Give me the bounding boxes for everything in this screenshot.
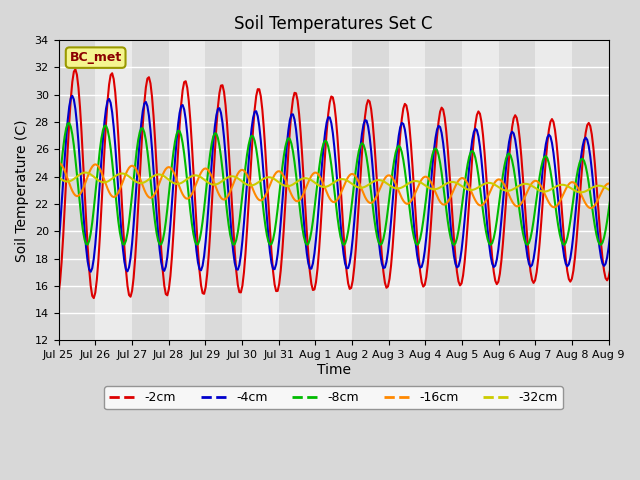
-4cm bbox=[476, 144, 484, 149]
-16cm bbox=[639, 184, 640, 190]
Line: -32cm: -32cm bbox=[58, 173, 640, 193]
-8cm bbox=[95, 160, 102, 166]
Bar bbox=[426, 40, 462, 340]
Line: -2cm: -2cm bbox=[58, 69, 640, 298]
Bar bbox=[132, 40, 168, 340]
Legend: -2cm, -4cm, -8cm, -16cm, -32cm: -2cm, -4cm, -8cm, -16cm, -32cm bbox=[104, 386, 563, 409]
-16cm bbox=[93, 162, 100, 168]
-16cm bbox=[561, 190, 568, 195]
-32cm bbox=[75, 172, 83, 178]
-32cm bbox=[54, 174, 62, 180]
-4cm bbox=[87, 269, 95, 275]
Bar bbox=[58, 40, 95, 340]
-32cm bbox=[358, 185, 366, 191]
-4cm bbox=[54, 242, 62, 248]
-8cm bbox=[358, 140, 366, 146]
Title: Soil Temperatures Set C: Soil Temperatures Set C bbox=[234, 15, 433, 33]
-4cm bbox=[68, 93, 76, 99]
Y-axis label: Soil Temperature (C): Soil Temperature (C) bbox=[15, 119, 29, 262]
-8cm bbox=[476, 184, 484, 190]
-2cm bbox=[90, 295, 98, 301]
-16cm bbox=[623, 206, 631, 212]
Line: -8cm: -8cm bbox=[58, 123, 640, 245]
-2cm bbox=[72, 66, 79, 72]
-16cm bbox=[356, 183, 364, 189]
-2cm bbox=[360, 131, 367, 136]
-2cm bbox=[476, 111, 484, 117]
Bar bbox=[278, 40, 316, 340]
-2cm bbox=[563, 268, 571, 274]
-32cm bbox=[614, 190, 621, 196]
X-axis label: Time: Time bbox=[317, 363, 351, 377]
Line: -16cm: -16cm bbox=[58, 163, 640, 209]
-2cm bbox=[96, 233, 104, 239]
-2cm bbox=[76, 104, 84, 110]
Bar bbox=[572, 40, 609, 340]
-4cm bbox=[96, 179, 104, 185]
-16cm bbox=[473, 200, 481, 206]
Bar bbox=[205, 40, 242, 340]
Bar bbox=[352, 40, 388, 340]
-8cm bbox=[563, 235, 571, 240]
-32cm bbox=[95, 178, 102, 183]
Bar bbox=[499, 40, 536, 340]
-4cm bbox=[76, 161, 84, 167]
Text: BC_met: BC_met bbox=[70, 51, 122, 64]
-2cm bbox=[54, 291, 62, 297]
-32cm bbox=[562, 182, 570, 188]
-16cm bbox=[54, 160, 62, 166]
-4cm bbox=[360, 122, 367, 128]
-32cm bbox=[81, 170, 88, 176]
-8cm bbox=[54, 191, 62, 197]
-16cm bbox=[75, 193, 83, 199]
-8cm bbox=[65, 120, 73, 126]
-8cm bbox=[76, 203, 84, 209]
-8cm bbox=[450, 242, 458, 248]
-32cm bbox=[475, 184, 483, 190]
-4cm bbox=[563, 264, 571, 269]
Line: -4cm: -4cm bbox=[58, 96, 640, 272]
